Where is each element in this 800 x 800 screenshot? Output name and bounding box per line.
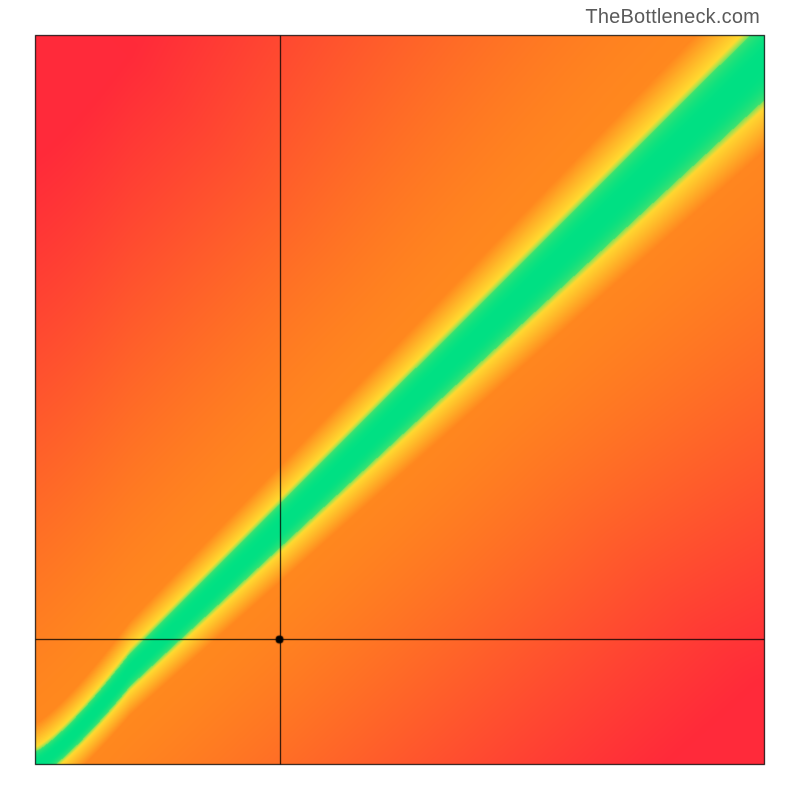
watermark-text: TheBottleneck.com <box>585 6 760 29</box>
chart-container: TheBottleneck.com <box>0 0 800 800</box>
heatmap-canvas <box>0 0 800 800</box>
